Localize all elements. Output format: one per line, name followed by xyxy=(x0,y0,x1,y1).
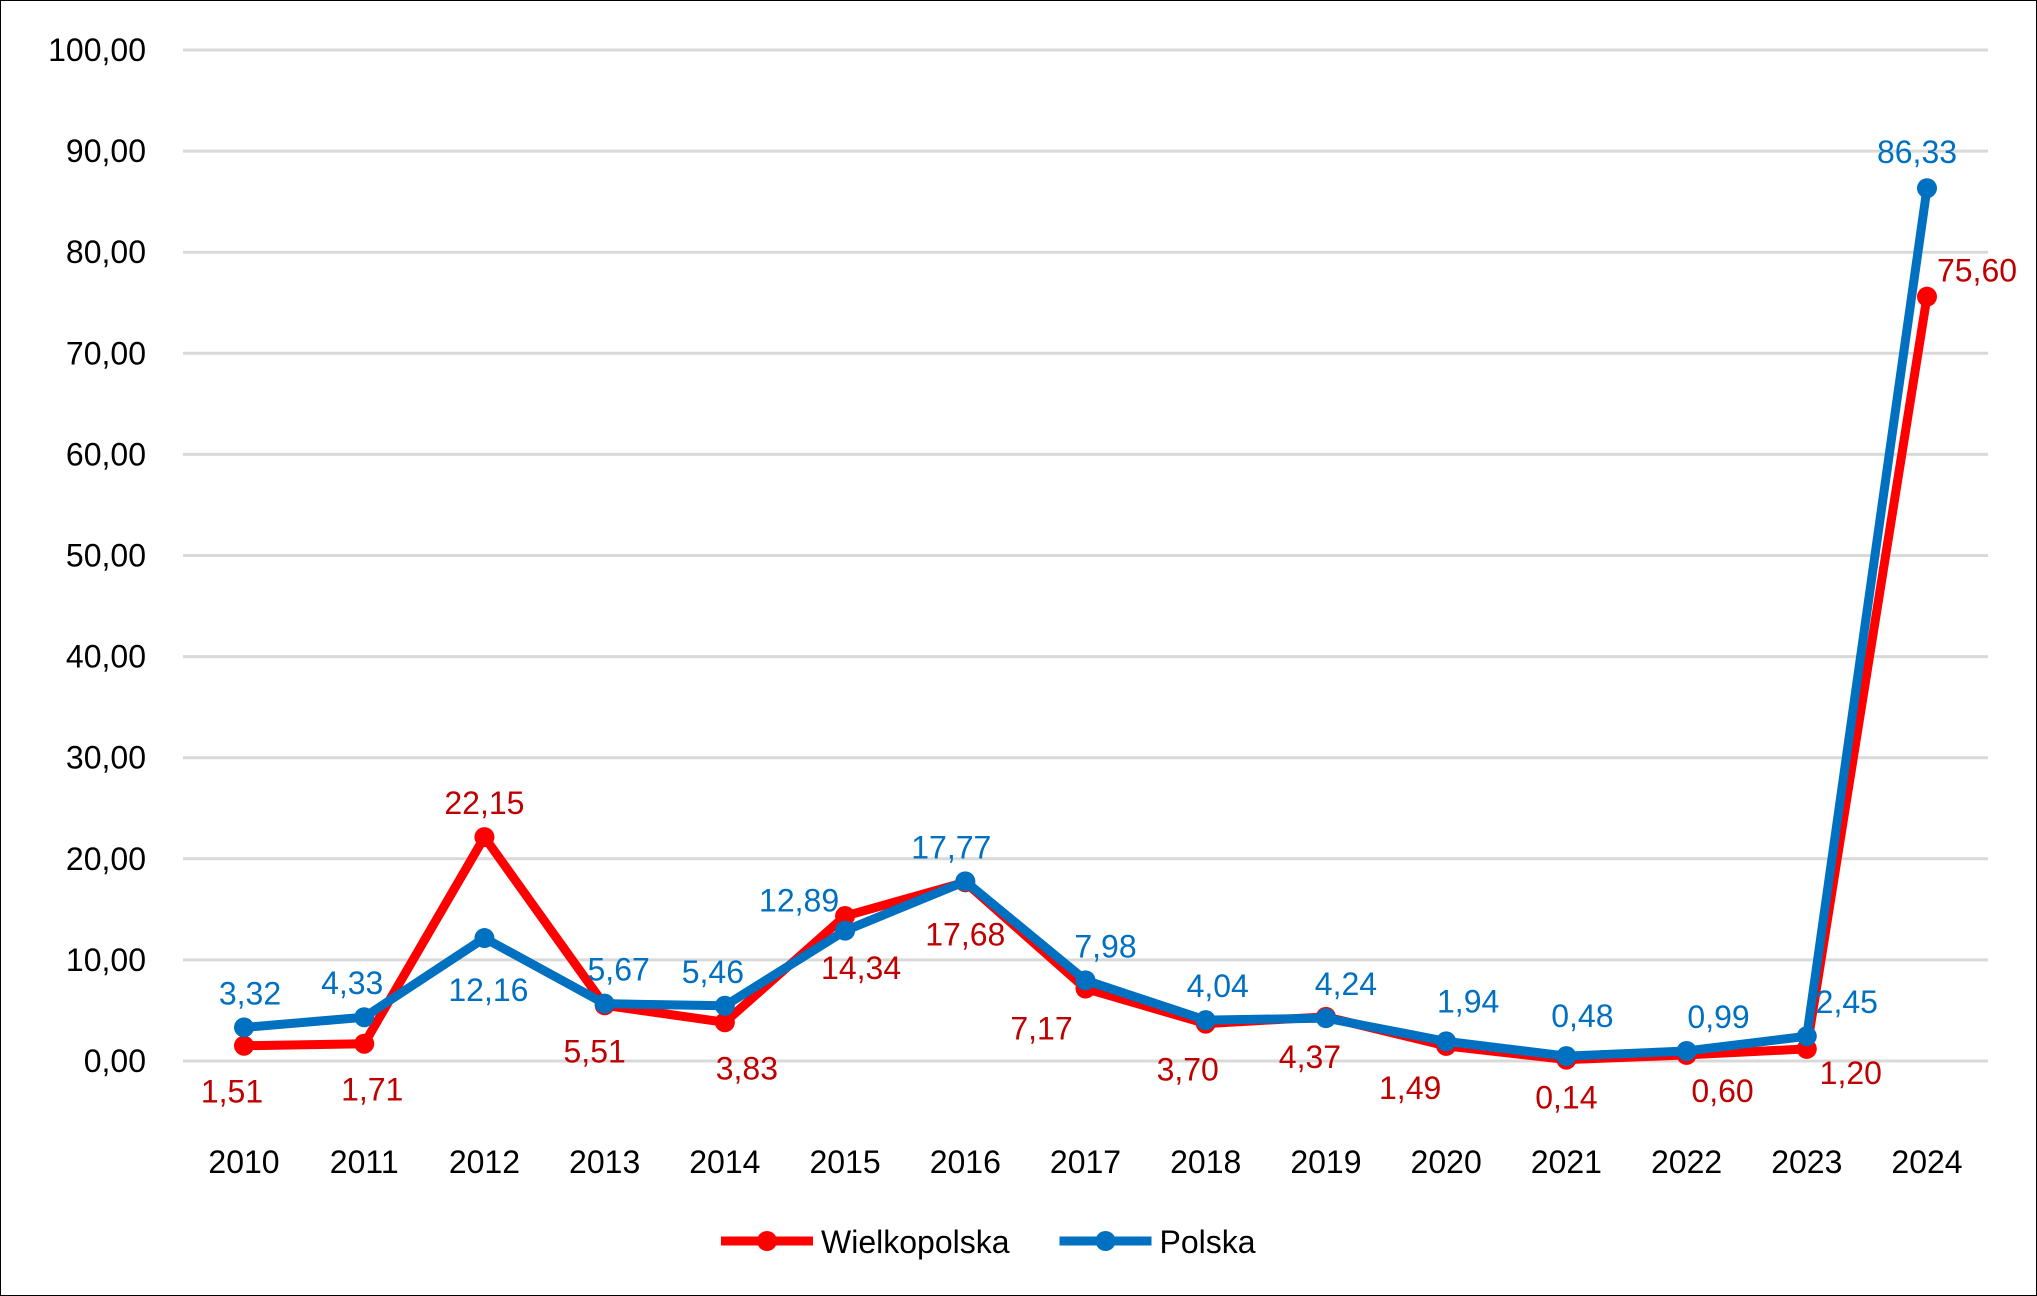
data-label: 1,51 xyxy=(201,1074,263,1110)
y-tick-label: 70,00 xyxy=(66,335,146,371)
data-point xyxy=(234,1017,254,1038)
legend-label: Wielkopolska xyxy=(821,1224,1010,1260)
data-label: 4,04 xyxy=(1187,968,1249,1004)
y-tick-label: 80,00 xyxy=(66,234,146,270)
y-tick-label: 0,00 xyxy=(84,1043,146,1079)
x-tick-label: 2014 xyxy=(689,1144,760,1180)
x-tick-label: 2016 xyxy=(930,1144,1001,1180)
data-point xyxy=(594,993,615,1014)
data-point xyxy=(835,906,856,927)
x-tick-label: 2011 xyxy=(330,1144,399,1180)
y-tick-label: 90,00 xyxy=(66,133,146,169)
legend-marker xyxy=(757,1231,777,1251)
data-point xyxy=(474,928,495,949)
data-label: 5,51 xyxy=(564,1033,626,1069)
data-label: 4,37 xyxy=(1279,1039,1341,1075)
x-tick-label: 2015 xyxy=(809,1144,880,1180)
data-labels: 3,32 4,33 12,16 5,67 5,46 12,89 17,77 7,98 4,04 4… xyxy=(201,134,2017,1115)
y-tick-label: 10,00 xyxy=(66,942,146,978)
data-label: 12,89 xyxy=(759,883,839,919)
data-point xyxy=(714,1012,735,1033)
x-tick-label: 2010 xyxy=(208,1144,279,1180)
x-axis-ticks: 2010 2011 2012 2013 2014 2015 2016 2017 2018 2019… xyxy=(208,1144,1962,1180)
data-label: 7,98 xyxy=(1074,928,1136,964)
legend: Wielkopolska Polska xyxy=(721,1224,1256,1260)
y-tick-label: 60,00 xyxy=(66,436,146,472)
data-label: 86,33 xyxy=(1877,134,1957,170)
data-point xyxy=(1676,1040,1697,1061)
x-tick-label: 2013 xyxy=(569,1144,640,1180)
data-point xyxy=(835,920,856,941)
series-lines xyxy=(234,178,1937,1070)
data-point xyxy=(1436,1031,1457,1052)
data-label: 2,45 xyxy=(1816,984,1878,1020)
data-point xyxy=(1556,1046,1577,1067)
data-point xyxy=(474,827,495,848)
data-point xyxy=(1315,1008,1336,1029)
y-tick-label: 30,00 xyxy=(66,740,146,776)
data-label: 12,16 xyxy=(448,972,528,1008)
x-tick-label: 2024 xyxy=(1891,1144,1962,1180)
data-label: 22,15 xyxy=(444,785,524,821)
data-point xyxy=(1195,1010,1216,1031)
data-label: 3,32 xyxy=(219,975,281,1011)
data-label: 3,70 xyxy=(1157,1052,1219,1088)
x-tick-label: 2022 xyxy=(1651,1144,1722,1180)
data-label: 1,94 xyxy=(1437,983,1499,1019)
data-point xyxy=(1917,286,1937,307)
data-label: 75,60 xyxy=(1937,253,2017,289)
y-tick-label: 40,00 xyxy=(66,639,146,675)
data-point xyxy=(955,871,976,892)
data-label: 7,17 xyxy=(1010,1011,1072,1047)
x-tick-label: 2023 xyxy=(1771,1144,1842,1180)
legend-label: Polska xyxy=(1160,1224,1256,1260)
gridlines xyxy=(183,48,1988,1063)
data-label: 1,49 xyxy=(1379,1070,1441,1106)
data-point xyxy=(1796,1026,1817,1047)
data-point xyxy=(354,1007,375,1028)
x-tick-label: 2017 xyxy=(1050,1144,1121,1180)
data-label: 4,24 xyxy=(1315,966,1377,1002)
y-tick-label: 100,00 xyxy=(48,32,146,68)
series-line-polska xyxy=(243,187,1932,1061)
x-tick-label: 2019 xyxy=(1290,1144,1361,1180)
data-label: 0,48 xyxy=(1551,998,1613,1034)
data-label: 14,34 xyxy=(821,950,901,986)
y-tick-label: 20,00 xyxy=(66,841,146,877)
data-label: 17,77 xyxy=(911,829,991,865)
legend-marker xyxy=(1095,1231,1116,1251)
x-tick-label: 2021 xyxy=(1531,1144,1602,1180)
data-label: 4,33 xyxy=(321,965,383,1001)
data-label: 5,67 xyxy=(588,952,650,988)
data-label: 1,71 xyxy=(341,1072,403,1108)
y-tick-label: 50,00 xyxy=(66,538,146,574)
data-label: 0,99 xyxy=(1687,999,1749,1035)
data-point xyxy=(234,1035,254,1056)
data-label: 0,60 xyxy=(1691,1073,1753,1109)
data-label: 0,14 xyxy=(1535,1080,1597,1116)
y-axis-ticks: 0,00 10,00 20,00 30,00 40,00 50,00 60,00 70,00 8… xyxy=(48,32,146,1079)
data-label: 1,20 xyxy=(1820,1055,1882,1091)
data-label: 17,68 xyxy=(925,916,1005,952)
data-point xyxy=(1075,970,1096,991)
data-label: 5,46 xyxy=(682,954,744,990)
x-tick-label: 2020 xyxy=(1411,1144,1482,1180)
data-point xyxy=(1917,178,1937,199)
data-point xyxy=(714,995,735,1016)
data-point xyxy=(354,1033,375,1054)
x-tick-label: 2018 xyxy=(1170,1144,1241,1180)
x-tick-label: 2012 xyxy=(449,1144,520,1180)
data-label: 3,83 xyxy=(716,1050,778,1086)
